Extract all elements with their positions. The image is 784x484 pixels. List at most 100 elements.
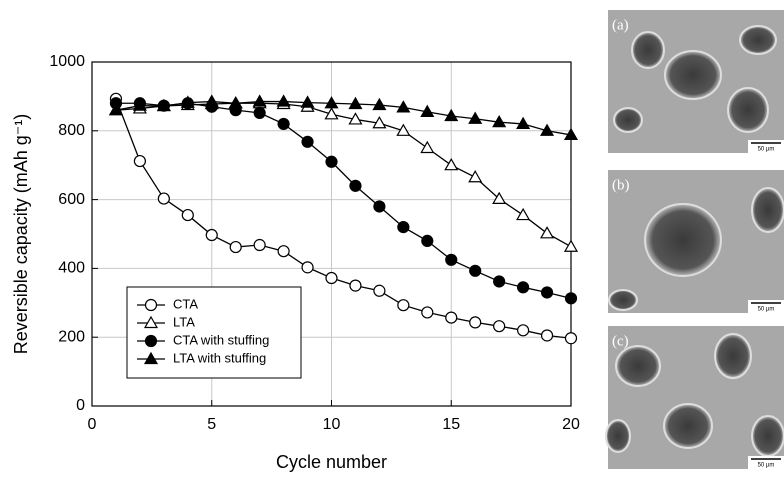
sem-image: (b) 50 µm — [608, 170, 784, 313]
y-tick-label: 1000 — [49, 53, 85, 70]
legend-marker — [143, 351, 159, 365]
data-point — [540, 123, 555, 136]
image-label: (b) — [612, 177, 630, 193]
data-point — [469, 264, 482, 277]
data-point — [445, 311, 458, 324]
data-point — [540, 329, 554, 342]
data-point — [564, 292, 578, 305]
x-axis-label: Cycle number — [276, 452, 387, 472]
data-point — [563, 127, 579, 141]
image-pit — [664, 50, 722, 100]
y-tick-label: 0 — [76, 397, 85, 414]
scale-label: 50 µm — [758, 307, 775, 313]
y-tick-label: 600 — [58, 191, 85, 208]
data-point — [563, 239, 579, 252]
data-point — [325, 271, 338, 285]
scale-label: 50 µm — [758, 463, 775, 469]
legend-label: LTA with stuffing — [173, 350, 266, 365]
x-tick-label: 20 — [562, 416, 580, 433]
x-tick-label: 10 — [323, 416, 341, 433]
data-point — [540, 226, 555, 239]
data-point — [349, 179, 362, 192]
data-point — [325, 155, 338, 168]
image-pit — [739, 25, 777, 55]
data-point — [181, 208, 194, 222]
image-pit — [751, 415, 784, 457]
data-point — [492, 191, 507, 205]
y-tick-label: 800 — [58, 122, 85, 139]
legend-label: LTA — [173, 314, 195, 329]
image-pit — [608, 289, 638, 311]
data-point — [469, 316, 482, 329]
data-point — [396, 100, 411, 113]
data-point — [493, 320, 506, 333]
data-point — [276, 94, 291, 107]
data-point — [157, 192, 170, 205]
data-point — [253, 106, 266, 120]
data-point — [493, 275, 506, 288]
y-tick-label: 400 — [58, 260, 85, 277]
data-point — [301, 135, 314, 148]
data-point — [372, 97, 387, 111]
data-point — [349, 279, 362, 292]
data-point — [445, 253, 458, 266]
legend-label: CTA — [173, 296, 198, 311]
data-point — [444, 157, 459, 171]
image-pit — [644, 203, 722, 277]
x-tick-label: 15 — [442, 416, 460, 433]
legend-marker — [143, 315, 159, 329]
data-point — [300, 95, 315, 108]
data-point — [516, 281, 530, 294]
legend-label: CTA with stuffing — [173, 332, 269, 347]
data-point — [132, 98, 147, 111]
data-point — [180, 95, 195, 108]
data-point — [372, 116, 387, 129]
legend-marker — [144, 298, 158, 312]
data-point — [108, 102, 123, 116]
data-point — [229, 240, 242, 254]
data-point — [516, 324, 530, 337]
scale-label: 50 µm — [758, 147, 775, 153]
data-point — [348, 112, 363, 125]
data-point — [564, 332, 578, 345]
image-pit — [613, 107, 643, 133]
data-point — [468, 111, 483, 124]
image-label: (c) — [612, 333, 629, 349]
data-point — [252, 94, 267, 107]
data-point — [516, 116, 531, 130]
data-point — [204, 94, 219, 107]
image-pit — [615, 345, 661, 387]
data-point — [421, 234, 434, 247]
data-point — [133, 154, 146, 168]
data-point — [301, 261, 314, 274]
data-point — [397, 221, 410, 234]
sem-image: (c) 50 µm — [605, 326, 784, 469]
sem-image: (a) 50 µm — [608, 10, 784, 153]
x-tick-label: 5 — [207, 416, 216, 433]
data-point — [324, 96, 339, 109]
data-point — [492, 114, 507, 128]
data-point — [277, 245, 290, 258]
data-point — [324, 107, 339, 120]
plot-frame — [91, 61, 572, 407]
data-point — [253, 238, 266, 252]
data-point — [420, 140, 435, 154]
data-point — [397, 299, 410, 312]
data-point — [373, 284, 386, 297]
data-point — [277, 117, 290, 131]
data-point — [396, 123, 411, 136]
legend-marker — [144, 334, 158, 348]
data-point — [540, 286, 554, 299]
image-pit — [727, 87, 769, 133]
data-point — [348, 96, 363, 110]
data-point — [444, 108, 459, 122]
image-pit — [631, 31, 665, 69]
data-point — [468, 170, 483, 183]
data-point — [228, 96, 243, 109]
data-point — [373, 200, 386, 213]
data-point — [420, 104, 435, 117]
data-point — [205, 228, 218, 242]
data-point — [156, 98, 171, 112]
y-tick-label: 200 — [58, 328, 85, 345]
